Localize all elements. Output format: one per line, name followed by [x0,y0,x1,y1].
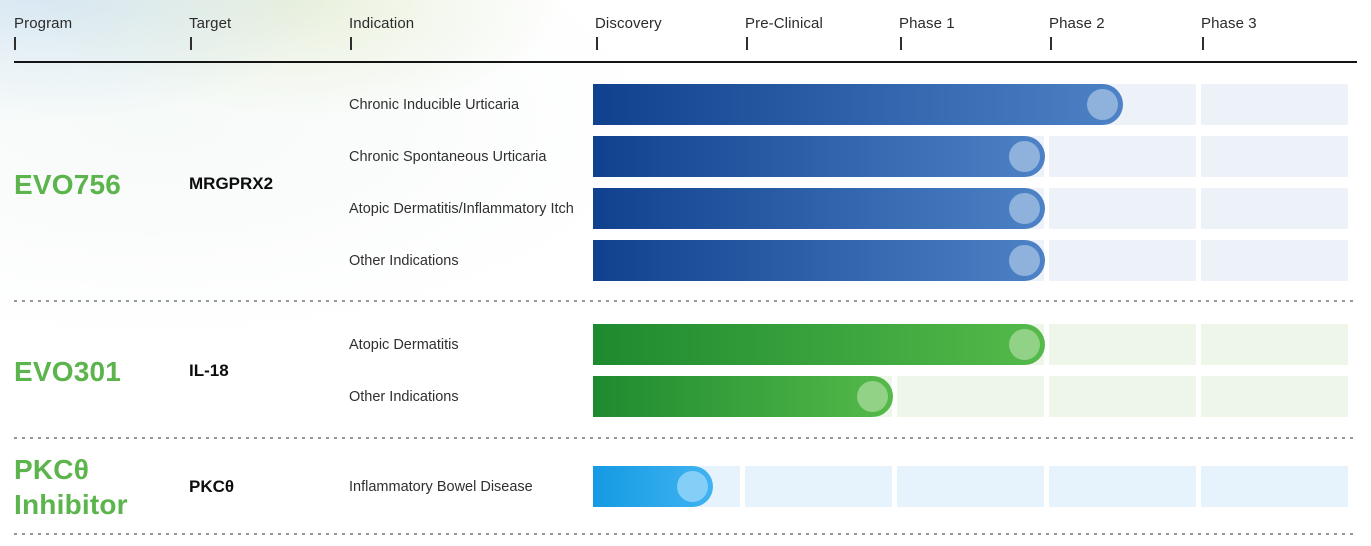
header-rule [14,61,1357,63]
pipeline-row: Atopic Dermatitis/Inflammatory Itch [0,188,1371,229]
pipeline-row: Other Indications [0,376,1371,417]
progress-bar [593,376,893,417]
target-name-il18: IL-18 [189,361,229,380]
phase-segment [1049,240,1196,281]
phase-segment [1049,376,1196,417]
indication-label: Other Indications [349,388,459,405]
pipeline-row: Atopic Dermatitis [0,324,1371,365]
progress-bar [593,466,713,507]
progress-bar [593,324,1045,365]
bar-tip-circle [1009,329,1040,360]
bar-tip-circle [857,381,888,412]
progress-bar [593,188,1045,229]
group-divider [14,437,1357,439]
column-header-indication: Indication [349,15,415,32]
phase-track [593,466,1348,507]
phase-segment [1049,136,1196,177]
column-tick [900,37,902,50]
pipeline-row: Chronic Spontaneous Urticaria [0,136,1371,177]
phase-segment [1049,466,1196,507]
program-name-evo301: EVO301 [14,355,122,387]
column-header-preclinical: Pre-Clinical [745,15,823,32]
column-tick [596,37,598,50]
phase-segment [745,466,892,507]
indication-label: Atopic Dermatitis [349,336,459,353]
progress-bar [593,240,1045,281]
progress-bar [593,84,1123,125]
bar-tip-circle [1009,141,1040,172]
target-name-mrgprx2: MRGPRX2 [189,174,274,193]
indication-label: Atopic Dermatitis/Inflammatory Itch [349,200,574,217]
phase-segment [1201,136,1348,177]
phase-segment [1201,84,1348,125]
bar-tip-circle [1009,193,1040,224]
phase-track [593,240,1348,281]
phase-segment [1049,324,1196,365]
phase-track [593,84,1348,125]
pipeline-row: Inflammatory Bowel Disease [0,466,1371,507]
indication-label: Inflammatory Bowel Disease [349,478,533,495]
target-name-pkctheta: PKCθ [189,477,235,496]
program-name-pkctheta-inhibitor: PKCθ Inhibitor [14,454,128,520]
column-tick [1202,37,1204,50]
bar-tip-circle [677,471,708,502]
column-tick [746,37,748,50]
phase-track [593,188,1348,229]
phase-track [593,136,1348,177]
pipeline-row: Chronic Inducible Urticaria [0,84,1371,125]
column-tick [1050,37,1052,50]
group-divider [14,300,1357,302]
phase-segment [1201,188,1348,229]
column-header-program: Program [14,15,73,32]
phase-segment [897,466,1044,507]
phase-segment [1201,240,1348,281]
column-tick [190,37,192,50]
phase-segment [897,376,1044,417]
program-name-evo756: EVO756 [14,168,122,200]
phase-track [593,376,1348,417]
phase-segment [1201,324,1348,365]
column-header-phase3: Phase 3 [1201,15,1257,32]
bottom-divider [14,533,1357,535]
indication-label: Chronic Inducible Urticaria [349,96,520,113]
indication-label: Other Indications [349,252,459,269]
bar-tip-circle [1009,245,1040,276]
progress-bar [593,136,1045,177]
phase-segment [1049,188,1196,229]
column-header-phase2: Phase 2 [1049,15,1105,32]
column-header-phase1: Phase 1 [899,15,955,32]
column-tick [350,37,352,50]
bar-tip-circle [1087,89,1118,120]
column-header-target: Target [189,15,232,32]
pipeline-row: Other Indications [0,240,1371,281]
column-tick [14,37,16,50]
indication-label: Chronic Spontaneous Urticaria [349,148,547,165]
phase-track [593,324,1348,365]
phase-segment [1201,466,1348,507]
phase-segment [1201,376,1348,417]
column-header-discovery: Discovery [595,15,662,32]
